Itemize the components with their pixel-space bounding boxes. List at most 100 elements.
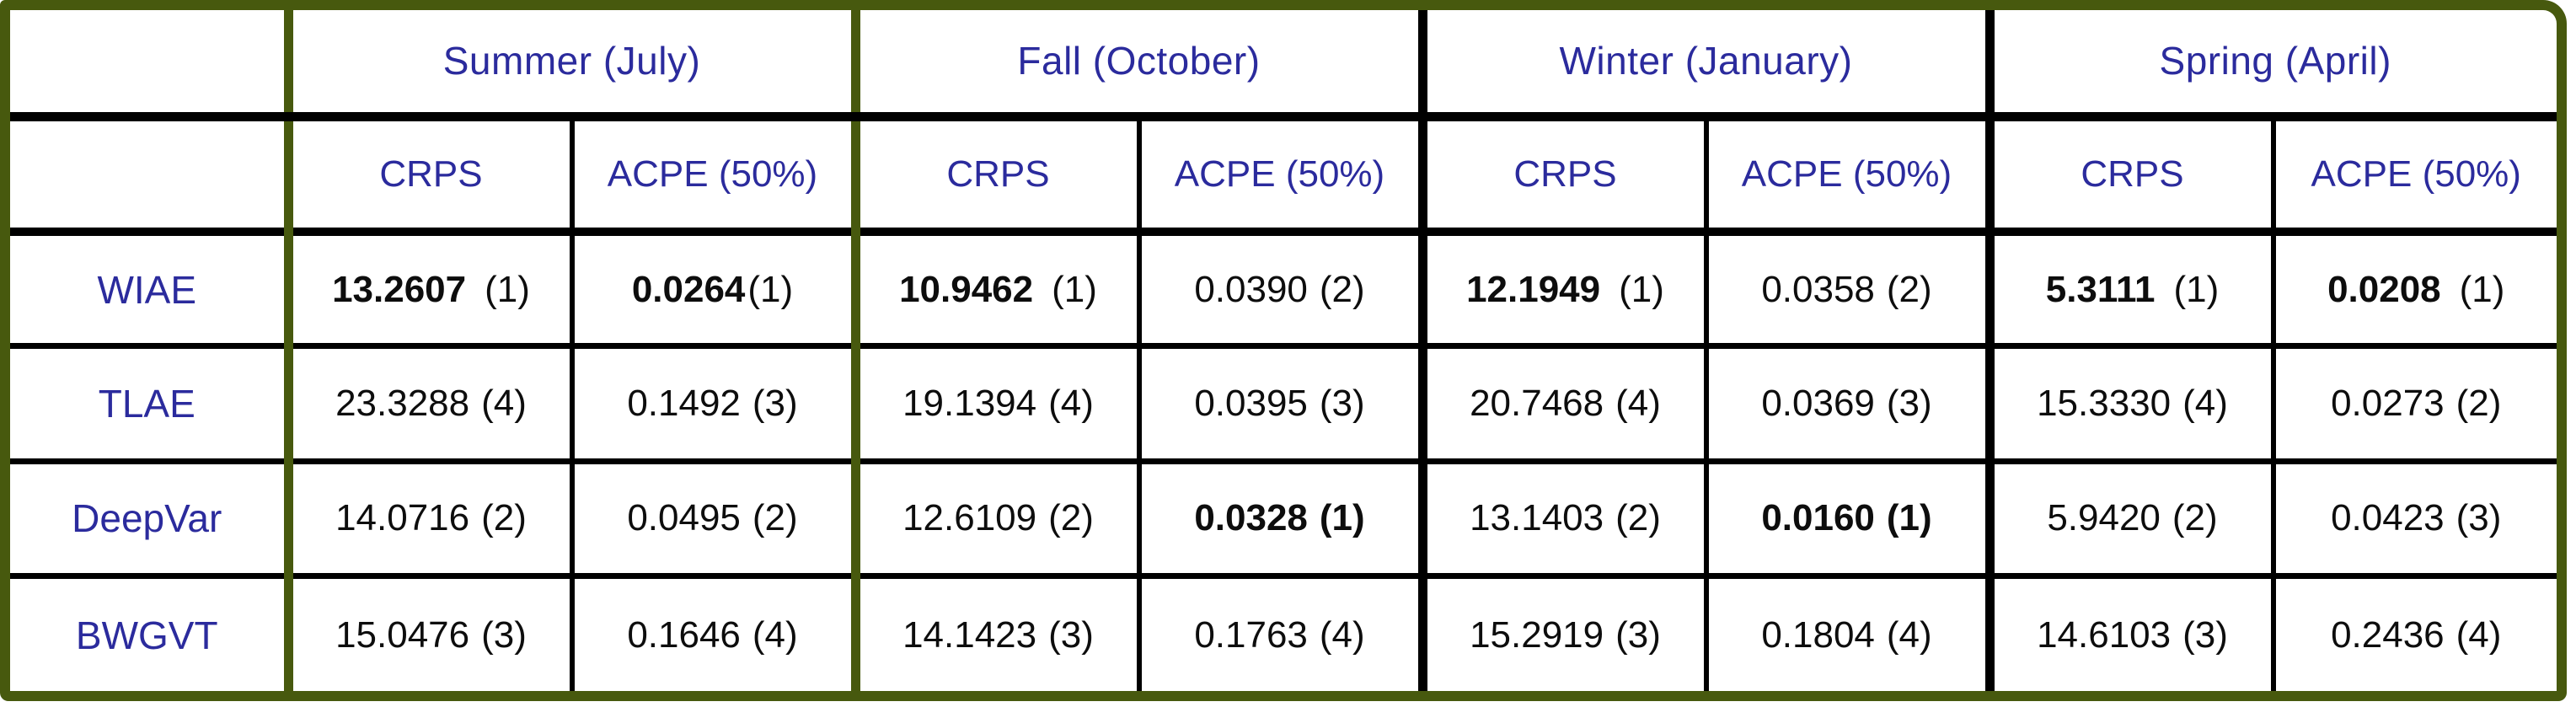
table-cell: 0.1492 (3) xyxy=(569,345,855,464)
table-cell: 23.3288 (4) xyxy=(283,345,572,464)
table-cell: 0.0369 (3) xyxy=(1703,345,1990,464)
rank-value: (3) xyxy=(1886,383,1932,425)
rank-value: (2) xyxy=(1886,268,1932,310)
metric-value: 14.1423 xyxy=(902,613,1037,656)
table-cell: 14.1423 (3) xyxy=(850,576,1139,691)
rank-value: (1) xyxy=(747,268,794,310)
metric-header-crps: CRPS xyxy=(850,116,1139,236)
table-cell: 13.2607 (1) xyxy=(283,231,572,350)
table-cell: 19.1394 (4) xyxy=(850,345,1139,464)
table-cell: 13.1403 (2) xyxy=(1417,461,1706,580)
table-row-tlae: TLAE 23.3288 (4) 0.1492 (3) 19.1394 (4) 0.0… xyxy=(10,345,2557,464)
metric-value: 14.6103 xyxy=(2037,613,2172,656)
table-cell: 12.6109 (2) xyxy=(850,461,1139,580)
rank-value: (3) xyxy=(1319,383,1365,425)
table-row-bwgvt: BWGVT 15.0476 (3) 0.1646 (4) 14.1423 (3) 0.… xyxy=(10,576,2557,691)
table-cell: 14.6103 (3) xyxy=(1984,576,2273,691)
metric-header-crps: CRPS xyxy=(1417,116,1706,236)
metric-value: 0.0495 xyxy=(627,497,741,539)
table-cell: 10.9462 (1) xyxy=(850,231,1139,350)
metric-value: 0.1492 xyxy=(627,383,741,425)
table-cell: 0.1646 (4) xyxy=(569,576,855,691)
table-cell: 5.9420 (2) xyxy=(1984,461,2273,580)
corner-cell xyxy=(10,10,288,121)
season-header-winter: Winter (January) xyxy=(1417,10,1990,121)
metric-value: 5.3111 xyxy=(2045,268,2156,310)
metric-value: 0.1804 xyxy=(1761,613,1875,656)
metric-value: 13.2607 xyxy=(332,268,467,310)
metric-value: 14.0716 xyxy=(335,497,470,539)
metric-value: 15.3330 xyxy=(2037,383,2172,425)
rank-value: (3) xyxy=(752,383,798,425)
rank-value: (3) xyxy=(481,613,527,656)
table-cell: 12.1949 (1) xyxy=(1417,231,1706,350)
metric-value: 15.2919 xyxy=(1470,613,1604,656)
season-header-spring: Spring (April) xyxy=(1984,10,2557,121)
rank-value: (3) xyxy=(1615,613,1661,656)
table-cell: 0.0495 (2) xyxy=(569,461,855,580)
rank-value: (1) xyxy=(2173,268,2220,310)
metric-value: 0.0423 xyxy=(2331,497,2445,539)
rank-value: (1) xyxy=(2459,268,2505,310)
metric-value: 0.0264 xyxy=(631,268,746,310)
metric-value: 0.1646 xyxy=(627,613,741,656)
empty-label-cell xyxy=(10,116,288,236)
table-cell: 0.0264(1) xyxy=(569,231,855,350)
metric-value: 0.0208 xyxy=(2327,268,2441,310)
metric-value: 0.0273 xyxy=(2331,383,2445,425)
rank-value: (1) xyxy=(1052,268,1097,310)
season-header-fall: Fall (October) xyxy=(850,10,1422,121)
table-cell: 0.0423 (3) xyxy=(2270,461,2557,580)
table-cell: 5.3111 (1) xyxy=(1984,231,2273,350)
metric-header-acpe: ACPE (50%) xyxy=(1136,116,1422,236)
row-label: DeepVar xyxy=(10,461,288,580)
metric-value: 0.2436 xyxy=(2331,613,2445,656)
table-cell: 20.7468 (4) xyxy=(1417,345,1706,464)
table-row-deepvar: DeepVar 14.0716 (2) 0.0495 (2) 12.6109 (2) … xyxy=(10,461,2557,580)
table-cell: 15.2919 (3) xyxy=(1417,576,1706,691)
rank-value: (4) xyxy=(1319,613,1365,656)
metric-value: 0.0160 xyxy=(1761,497,1875,539)
table-cell: 15.3330 (4) xyxy=(1984,345,2273,464)
rank-value: (4) xyxy=(752,613,798,656)
metric-header-acpe: ACPE (50%) xyxy=(569,116,855,236)
table-cell: 15.0476 (3) xyxy=(283,576,572,691)
metric-value: 5.9420 xyxy=(2047,497,2161,539)
metric-header-row: CRPS ACPE (50%) CRPS ACPE (50%) CRPS ACP… xyxy=(10,116,2557,236)
rank-value: (4) xyxy=(1048,383,1094,425)
table-row-wiae: WIAE 13.2607 (1) 0.0264(1) 10.9462 (1) 0.0… xyxy=(10,231,2557,350)
rank-value: (4) xyxy=(1615,383,1661,425)
rank-value: (1) xyxy=(1619,268,1664,310)
metric-header-crps: CRPS xyxy=(1984,116,2273,236)
rank-value: (4) xyxy=(481,383,527,425)
rank-value: (2) xyxy=(2456,383,2502,425)
row-label: BWGVT xyxy=(75,613,218,657)
metric-value: 19.1394 xyxy=(902,383,1037,425)
row-label: TLAE xyxy=(10,345,288,464)
rank-value: (2) xyxy=(481,497,527,539)
table-cell: 0.1804 (4) xyxy=(1703,576,1990,691)
rank-value: (4) xyxy=(1886,613,1932,656)
metric-value: 20.7468 xyxy=(1470,383,1604,425)
metric-value: 0.0328 xyxy=(1194,497,1308,539)
table-cell: 0.0328 (1) xyxy=(1136,461,1422,580)
rank-value: (1) xyxy=(1319,497,1365,539)
metric-value: 0.1763 xyxy=(1194,613,1308,656)
rank-value: (2) xyxy=(2172,497,2218,539)
metric-value: 0.0395 xyxy=(1194,383,1308,425)
metric-header-acpe: ACPE (50%) xyxy=(1703,116,1990,236)
metric-value: 0.0358 xyxy=(1761,268,1875,310)
table-cell: 0.0390 (2) xyxy=(1136,231,1422,350)
rank-value: (4) xyxy=(2182,383,2228,425)
metric-value: 23.3288 xyxy=(335,383,470,425)
metric-value: 0.0390 xyxy=(1194,268,1308,310)
rank-value: (1) xyxy=(1886,497,1932,539)
rank-value: (2) xyxy=(1048,497,1094,539)
table-cell: 0.0208 (1) xyxy=(2270,231,2557,350)
metric-value: 0.0369 xyxy=(1761,383,1875,425)
table-cell: 0.0358 (2) xyxy=(1703,231,1990,350)
metric-header-acpe: ACPE (50%) xyxy=(2270,116,2557,236)
metric-value: 13.1403 xyxy=(1470,497,1604,539)
